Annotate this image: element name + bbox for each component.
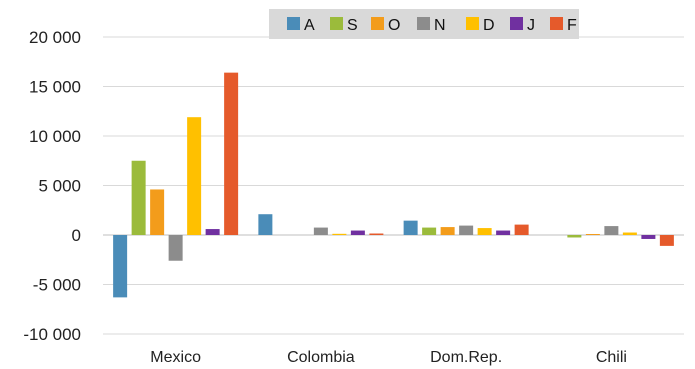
bar-O-chili (585, 234, 600, 235)
legend-swatch-S (330, 17, 343, 30)
legend-swatch-D (466, 17, 479, 30)
y-tick-label: -5 000 (33, 276, 81, 295)
bar-D-domrep (477, 228, 492, 235)
x-category-label: Dom.Rep. (430, 349, 502, 366)
bar-F-colombia (369, 233, 384, 235)
bar-S-chili (567, 235, 582, 238)
y-tick-label: -10 000 (23, 325, 81, 344)
bar-N-colombia (313, 227, 328, 235)
y-tick-label: 0 (72, 226, 81, 245)
bar-N-chili (604, 226, 619, 235)
legend-label-J: J (527, 17, 535, 34)
bar-O-domrep (440, 227, 455, 235)
legend-swatch-N (417, 17, 430, 30)
bar-F-chili (659, 235, 674, 246)
legend-label-F: F (567, 17, 577, 34)
x-axis-category-labels: Mexico Colombia Dom.Rep. Chili (150, 349, 627, 366)
bar-D-mexico (187, 117, 202, 235)
bar-J-colombia (350, 230, 365, 235)
bar-S-mexico (131, 160, 146, 235)
legend-label-O: O (388, 17, 400, 34)
y-tick-label: 10 000 (29, 127, 81, 146)
bar-O-mexico (150, 189, 165, 235)
bar-A-mexico (113, 235, 128, 298)
bar-D-colombia (332, 233, 347, 235)
x-category-label: Chili (596, 349, 627, 366)
legend-swatch-F (550, 17, 563, 30)
bar-F-domrep (514, 224, 529, 235)
bar-J-mexico (205, 229, 220, 235)
legend-swatch-J (510, 17, 523, 30)
legend-swatch-O (371, 17, 384, 30)
legend-swatch-A (287, 17, 300, 30)
x-category-label: Mexico (150, 349, 201, 366)
bar-N-domrep (459, 225, 474, 235)
bar-F-mexico (224, 72, 239, 235)
bar-A-domrep (403, 220, 418, 235)
x-category-label: Colombia (287, 349, 355, 366)
bar-A-colombia (258, 214, 273, 235)
bar-J-chili (641, 235, 656, 239)
bar-D-chili (622, 232, 637, 235)
legend-label-A: A (304, 17, 315, 34)
bar-J-domrep (496, 230, 511, 235)
bar-S-domrep (422, 227, 437, 235)
bars (113, 72, 674, 298)
bar-N-mexico (168, 235, 183, 261)
y-tick-label: 5 000 (38, 177, 81, 196)
legend-label-D: D (483, 17, 495, 34)
y-axis-tick-labels: 20 000 15 000 10 000 5 000 0 -5 000 -10 000 (23, 28, 81, 344)
legend-label-S: S (347, 17, 358, 34)
y-tick-label: 20 000 (29, 28, 81, 47)
legend-label-N: N (434, 17, 446, 34)
y-tick-label: 15 000 (29, 78, 81, 97)
